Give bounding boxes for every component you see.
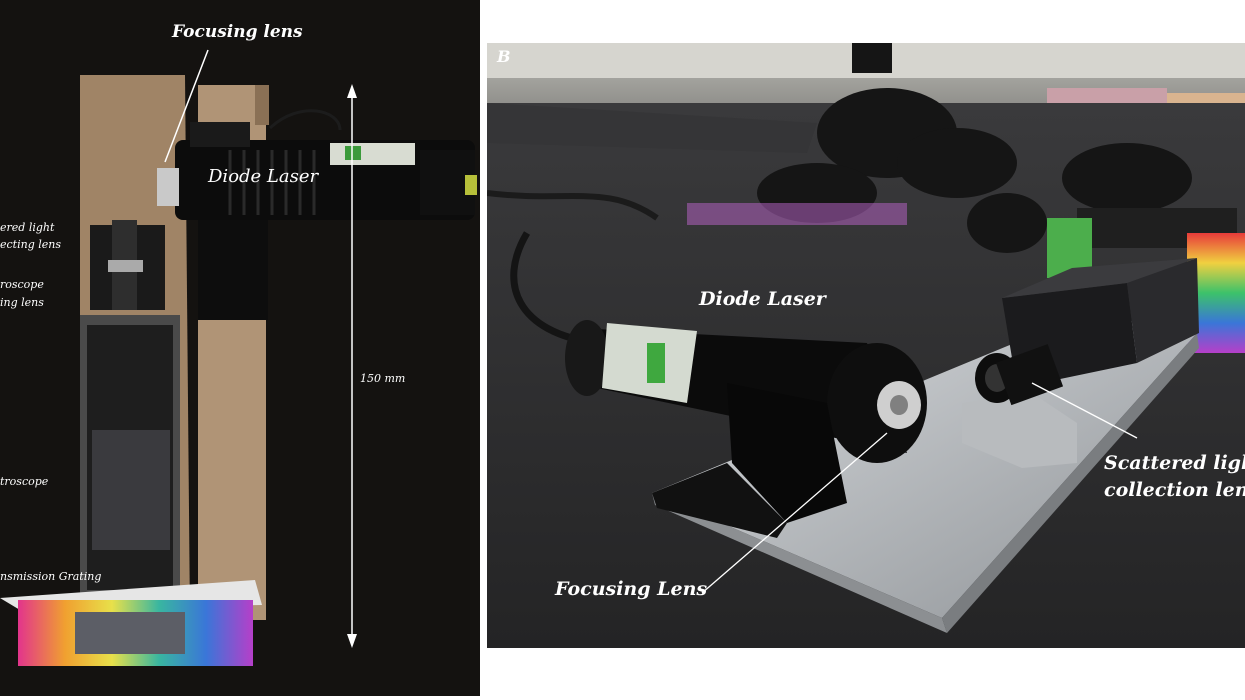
spectroscope-box	[1002, 258, 1199, 388]
panel-a-photo-drawing	[0, 0, 480, 696]
focusing-lens-pointer	[164, 49, 209, 163]
scattered-light-lens-label-line1: ered light	[0, 221, 55, 234]
diode-laser-label: Diode Laser	[208, 166, 319, 187]
diode-laser-body	[565, 320, 927, 538]
length-arrow	[347, 84, 357, 648]
diode-laser-label: Diode Laser	[699, 288, 826, 310]
panel-b-photo-drawing	[487, 43, 1245, 648]
spectroscope-label: troscope	[0, 475, 49, 488]
spectroscope-tube	[80, 315, 180, 600]
focusing-lens-pointer	[701, 432, 888, 594]
scattered-light-label-line1: Scattered light	[1104, 452, 1245, 474]
aluminum-base-plate	[652, 313, 1199, 633]
scattered-light-pointer	[1031, 382, 1138, 439]
scattered-light-lens-label-line2: ecting lens	[0, 238, 61, 251]
scattered-light-label-line2: collection lens	[1104, 479, 1245, 501]
collection-lens-assembly	[962, 344, 1077, 468]
focusing-lens-label: Focusing Lens	[555, 578, 708, 600]
collecting-lens-assembly	[90, 220, 165, 310]
transmission-grating-label: nsmission Grating	[0, 570, 102, 583]
photo-panel-a: Focusing lens Diode Laser ered light ect…	[0, 0, 480, 696]
panel-letter: B	[497, 47, 511, 66]
focusing-lens-label: Focusing lens	[172, 22, 303, 42]
spectroscope-lens-label-line1: roscope	[0, 278, 44, 291]
transmission-grating-card	[0, 580, 262, 666]
photo-panel-b: B Diode Laser Focusing Lens Scattered li…	[487, 43, 1245, 648]
background-equipment	[757, 43, 1237, 253]
length-label: 150 mm	[360, 372, 406, 385]
spectroscope-lens-label-line2: ing lens	[0, 296, 44, 309]
